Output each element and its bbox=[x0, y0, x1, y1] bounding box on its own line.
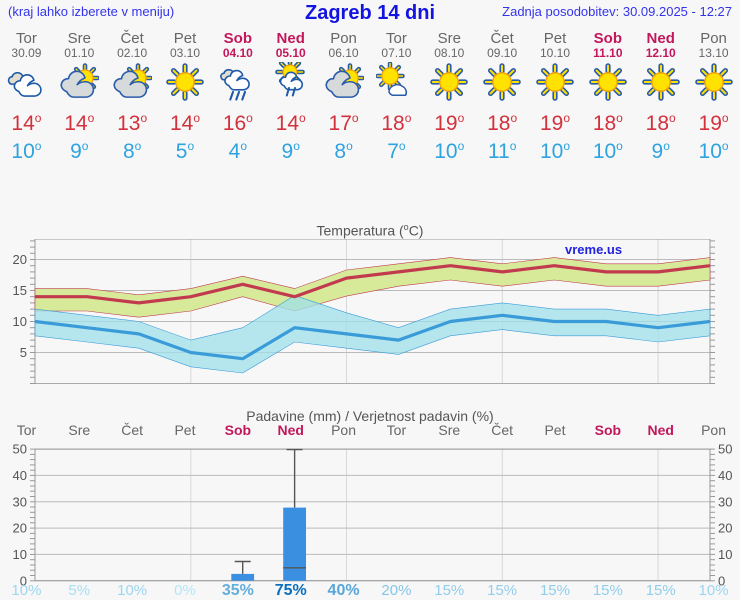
svg-text:15: 15 bbox=[13, 283, 27, 298]
svg-text:20: 20 bbox=[13, 252, 27, 267]
svg-text:20: 20 bbox=[718, 521, 732, 536]
svg-text:40: 40 bbox=[13, 468, 27, 483]
svg-text:30: 30 bbox=[718, 494, 732, 509]
svg-text:10: 10 bbox=[13, 547, 27, 562]
svg-text:50: 50 bbox=[13, 442, 27, 457]
svg-text:10: 10 bbox=[13, 314, 27, 329]
svg-text:50: 50 bbox=[718, 442, 732, 457]
svg-text:20: 20 bbox=[13, 521, 27, 536]
svg-text:5: 5 bbox=[20, 345, 27, 360]
svg-text:10: 10 bbox=[718, 547, 732, 562]
svg-text:30: 30 bbox=[13, 494, 27, 509]
svg-text:vreme.us: vreme.us bbox=[565, 242, 622, 257]
svg-text:40: 40 bbox=[718, 468, 732, 483]
